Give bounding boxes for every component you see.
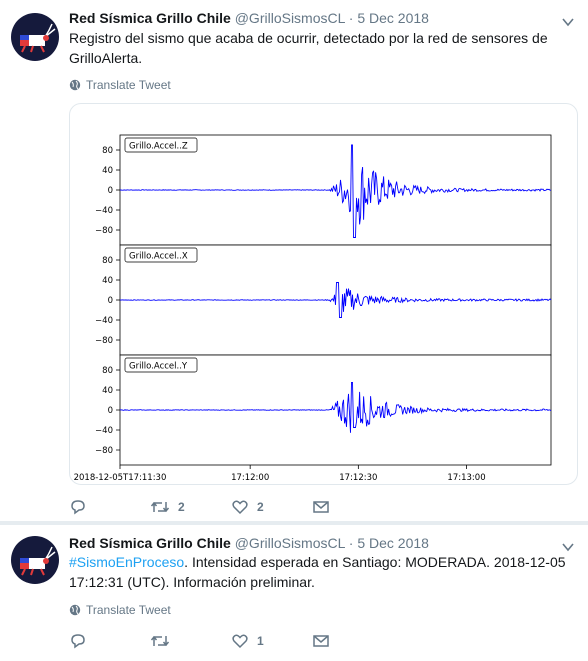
y-tick-label: −40: [95, 426, 113, 436]
like-count: 1: [257, 634, 264, 648]
y-tick-label: 40: [102, 276, 113, 286]
tweet-2[interactable]: Red Sísmica Grillo Chile @GrilloSismosCL…: [0, 525, 588, 661]
envelope-icon: [313, 635, 329, 647]
tweet-date[interactable]: 5 Dec 2018: [357, 10, 429, 26]
seismogram-image[interactable]: 80 40 0 −40 −80 Grillo.Accel..Z 80 40 0 −40 −80 Gri…: [69, 103, 578, 485]
author-handle[interactable]: @GrilloSismosCL: [234, 535, 345, 551]
reply-button[interactable]: [69, 497, 95, 517]
author-name[interactable]: Red Sísmica Grillo Chile: [69, 535, 231, 551]
tweet-header: Red Sísmica Grillo Chile @GrilloSismosCL…: [69, 10, 429, 26]
tweet-1[interactable]: Red Sísmica Grillo Chile @GrilloSismosCL…: [0, 0, 588, 521]
reply-icon: [71, 500, 85, 515]
y-tick-label: −40: [95, 316, 113, 326]
cricket-logo-icon: [20, 546, 56, 576]
tweet-actions: 1: [69, 631, 369, 651]
chevron-down-icon[interactable]: [562, 539, 574, 552]
y-tick-label: 80: [102, 256, 113, 266]
tweet-actions: 2 2: [69, 497, 369, 517]
like-button[interactable]: 2: [231, 497, 264, 517]
tweet-text: Registro del sismo que acaba de ocurrir,…: [69, 30, 548, 66]
like-count: 2: [257, 500, 264, 514]
y-tick-label: −80: [95, 446, 113, 456]
channel-label-box: [124, 357, 198, 373]
dot-separator: ·: [348, 535, 354, 551]
reply-icon: [71, 634, 85, 649]
direct-message-button[interactable]: [312, 497, 330, 517]
y-tick-label: −80: [95, 226, 113, 236]
envelope-icon: [313, 501, 329, 513]
y-tick-label: 40: [102, 386, 113, 396]
cricket-logo-icon: [20, 23, 56, 53]
waveform-series-1: [120, 144, 551, 238]
tweet-text: #SismoEnProceso. Intensidad esperada en …: [69, 553, 574, 592]
waveform-series-3: [119, 382, 552, 433]
author-handle[interactable]: @GrilloSismosCL: [234, 10, 345, 26]
channel-label: Grillo.Accel..Y: [129, 362, 188, 372]
globe-icon: [69, 79, 81, 91]
retweet-icon: [150, 635, 170, 647]
retweet-count: 2: [178, 500, 185, 514]
translate-tweet-label: Translate Tweet: [86, 603, 171, 617]
y-tick-label: 80: [102, 366, 113, 376]
direct-message-button[interactable]: [312, 631, 330, 651]
retweet-icon: [150, 501, 170, 513]
channel-label: Grillo.Accel..Z: [129, 142, 188, 152]
channel-label: Grillo.Accel..X: [129, 252, 188, 262]
tweet-text-body: . Intensidad esperada en Santiago: MODER…: [69, 554, 566, 590]
waveform-series-2: [119, 282, 552, 318]
globe-icon: [69, 604, 81, 616]
author-name[interactable]: Red Sísmica Grillo Chile: [69, 10, 231, 26]
heart-icon: [232, 634, 248, 649]
x-tick-label: 17:12:30: [339, 473, 377, 483]
x-tick-label: 2018-12-05T17:11:30: [74, 473, 167, 483]
y-tick-label: 40: [102, 166, 113, 176]
y-tick-label: −40: [95, 206, 113, 216]
tweet-date[interactable]: 5 Dec 2018: [357, 535, 429, 551]
channel-label-box: [124, 247, 198, 263]
translate-tweet-link[interactable]: Translate Tweet: [69, 603, 171, 617]
like-button[interactable]: 1: [231, 631, 264, 651]
channel-label-box: [124, 137, 198, 153]
chevron-down-icon[interactable]: [562, 14, 574, 27]
heart-icon: [232, 500, 248, 515]
hashtag-link[interactable]: #SismoEnProceso: [69, 554, 185, 570]
y-tick-label: 0: [108, 406, 113, 416]
dot-separator: ·: [348, 10, 354, 26]
y-tick-label: 80: [102, 146, 113, 156]
retweet-button[interactable]: [150, 631, 178, 651]
y-tick-label: −80: [95, 336, 113, 346]
y-tick-label: 0: [108, 296, 113, 306]
avatar[interactable]: [11, 13, 59, 61]
tweet-header: Red Sísmica Grillo Chile @GrilloSismosCL…: [69, 535, 429, 551]
y-tick-label: 0: [108, 186, 113, 196]
translate-tweet-link[interactable]: Translate Tweet: [69, 78, 171, 92]
seismogram-chart: 80 40 0 −40 −80 Grillo.Accel..Z 80 40 0 −40 −80 Gri…: [74, 134, 552, 483]
translate-tweet-label: Translate Tweet: [86, 78, 171, 92]
avatar[interactable]: [11, 536, 59, 584]
reply-button[interactable]: [69, 631, 95, 651]
x-tick-label: 17:13:00: [447, 473, 485, 483]
x-tick-label: 17:12:00: [231, 473, 269, 483]
retweet-button[interactable]: 2: [150, 497, 185, 517]
